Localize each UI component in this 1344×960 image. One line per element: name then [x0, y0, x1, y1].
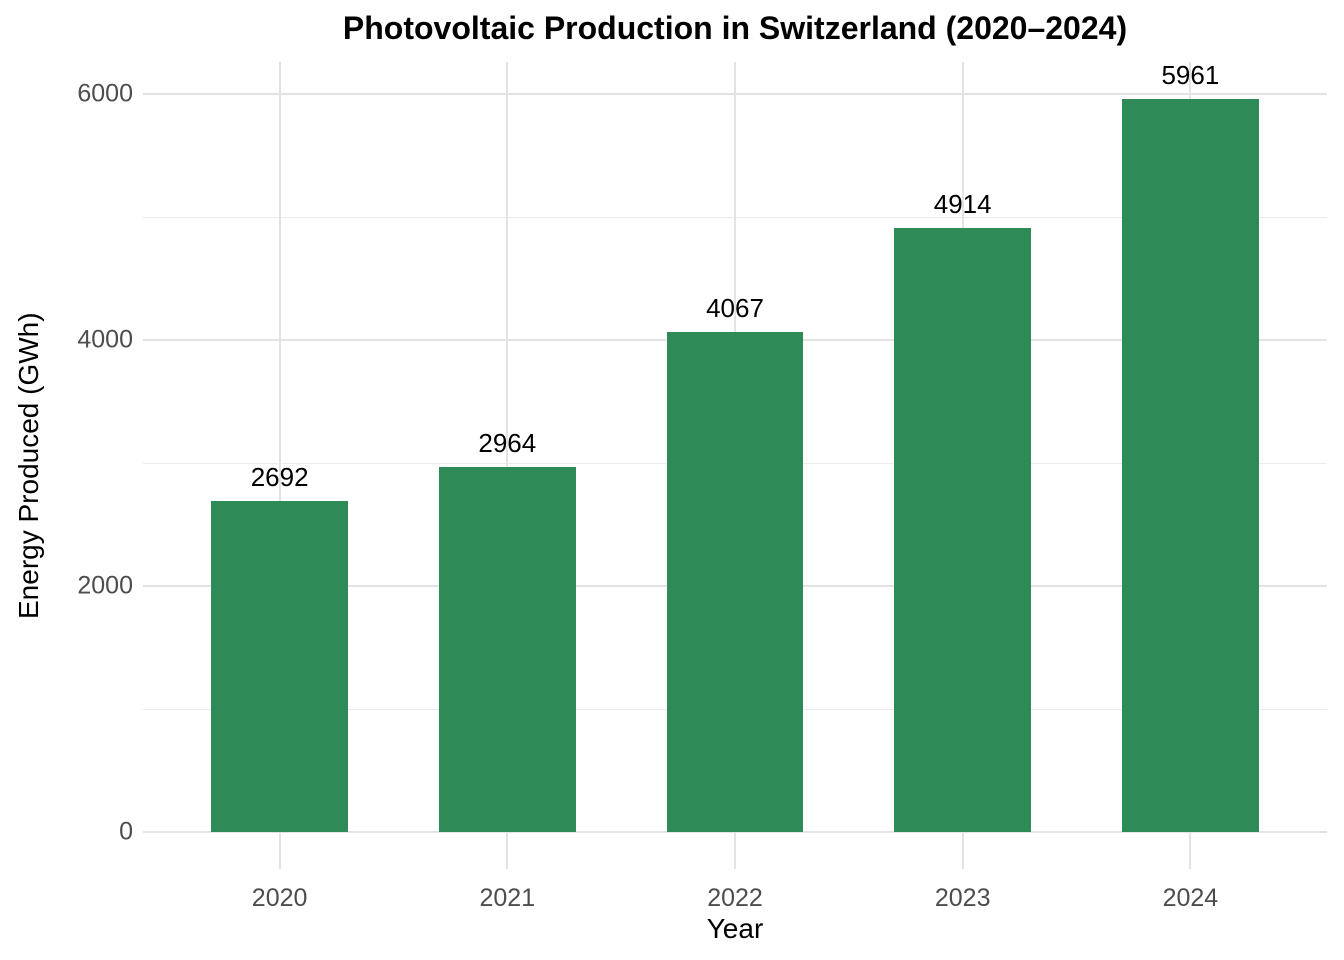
bar-value-label: 4914 — [933, 188, 992, 219]
x-tick-label: 2024 — [1162, 884, 1219, 912]
x-tick-label: 2022 — [707, 884, 763, 912]
y-tick-label: 6000 — [77, 79, 133, 108]
bar-2024 — [1122, 98, 1259, 832]
v-gridline — [506, 62, 509, 869]
y-axis-title: Energy Produced (GWh) — [13, 312, 44, 619]
x-tick-label: 2020 — [251, 884, 308, 912]
bar-2021 — [439, 467, 576, 832]
bar-value-label: 4067 — [706, 292, 764, 323]
y-tick-label: 2000 — [77, 571, 133, 600]
x-axis-title: Year — [706, 913, 764, 944]
bar-value-label: 5961 — [1161, 59, 1220, 90]
bar-2023 — [894, 227, 1031, 832]
plot-panel: 2692 2964 4067 4914 5961 — [143, 59, 1327, 869]
chart-title: Photovoltaic Production in Switzerland (… — [342, 10, 1128, 46]
bar-value-label: 2692 — [250, 461, 309, 492]
y-tick-label: 4000 — [77, 325, 133, 354]
v-gridline — [278, 62, 281, 869]
bar-value-label: 2964 — [478, 428, 537, 459]
bar-2020 — [211, 500, 348, 832]
y-tick-label: 0 — [119, 817, 133, 846]
bar-2022 — [666, 331, 804, 832]
x-tick-label: 2021 — [479, 884, 536, 912]
x-tick-label: 2023 — [934, 884, 991, 912]
